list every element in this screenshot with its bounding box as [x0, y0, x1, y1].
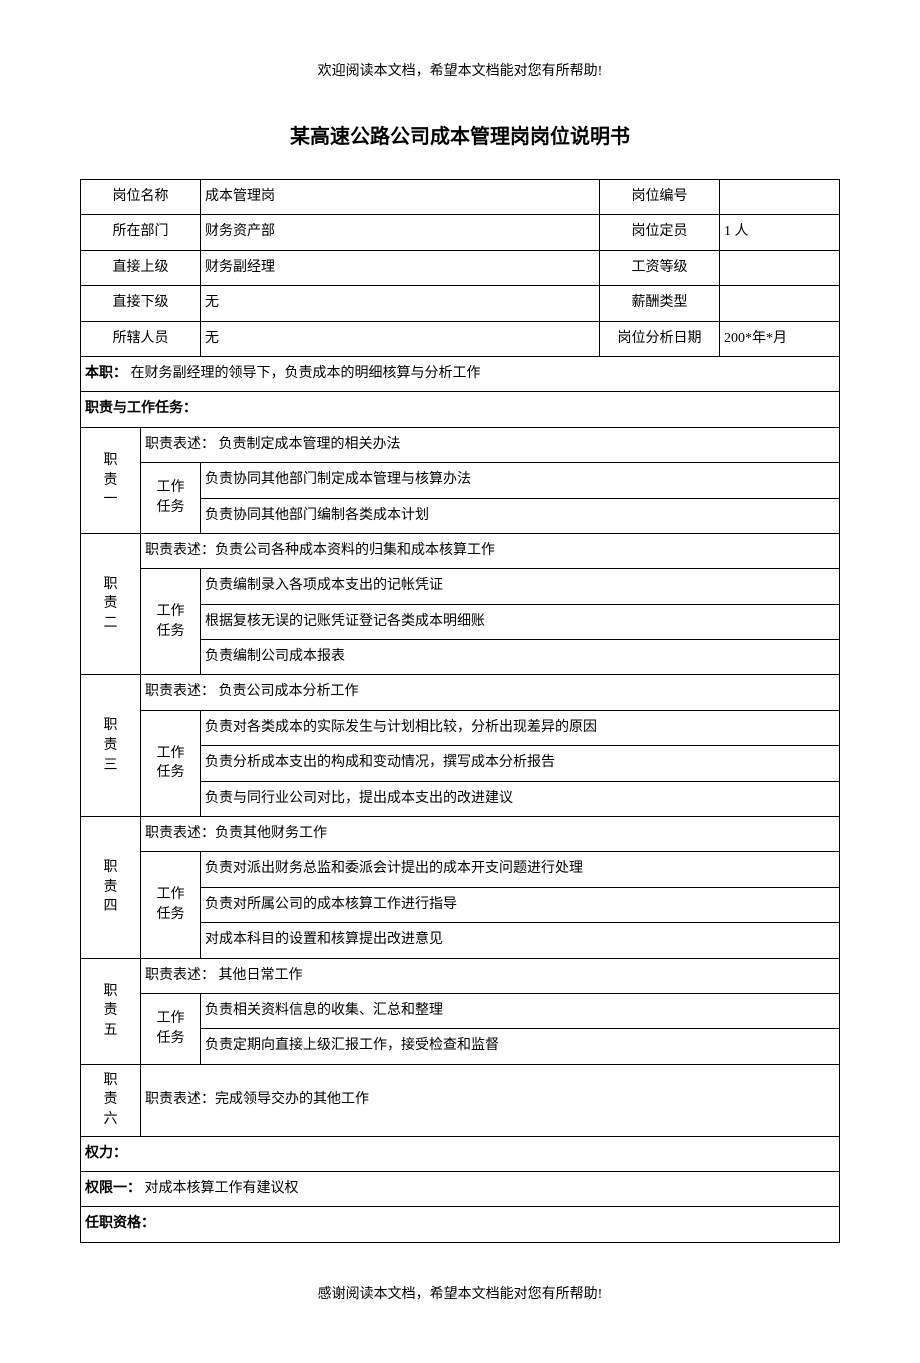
duty-1-task-0: 负责协同其他部门制定成本管理与核算办法 — [201, 463, 840, 498]
duty-4-task-0: 负责对派出财务总监和委派会计提出的成本开支问题进行处理 — [201, 852, 840, 887]
field-staff: 无 — [201, 321, 600, 356]
duty-3-num: 职责三 — [81, 675, 141, 817]
label-post-code: 岗位编号 — [600, 180, 720, 215]
duty-2-task-1: 根据复核无误的记账凭证登记各类成本明细账 — [201, 604, 840, 639]
duty-3-task-1: 负责分析成本支出的构成和变动情况，撰写成本分析报告 — [201, 746, 840, 781]
duty-3-desc-row: 职责表述： 负责公司成本分析工作 — [141, 675, 840, 710]
page-title: 某高速公路公司成本管理岗岗位说明书 — [80, 120, 840, 149]
duty-3-desc: 负责公司成本分析工作 — [219, 684, 359, 699]
label-supervisor: 直接上级 — [81, 250, 201, 285]
duty-4-desc-row: 职责表述：负责其他财务工作 — [141, 817, 840, 852]
duty-4-desc: 负责其他财务工作 — [215, 826, 327, 841]
authority-one-text: 对成本核算工作有建议权 — [145, 1181, 299, 1196]
duty-6-desc: 完成领导交办的其他工作 — [215, 1092, 369, 1107]
section-authority: 权力： — [81, 1136, 840, 1171]
field-subordinate: 无 — [201, 286, 600, 321]
duty-4-task-1: 负责对所属公司的成本核算工作进行指导 — [201, 887, 840, 922]
main-duty-row: 本职： 在财务副经理的领导下，负责成本的明细核算与分析工作 — [81, 356, 840, 391]
duty-4-task-label: 工作任务 — [141, 852, 201, 958]
duty-1-task-1: 负责协同其他部门编制各类成本计划 — [201, 498, 840, 533]
field-department: 财务资产部 — [201, 215, 600, 250]
label-post-name: 岗位名称 — [81, 180, 201, 215]
duty-4-task-2: 对成本科目的设置和核算提出改进意见 — [201, 923, 840, 958]
duty-5-task-label: 工作任务 — [141, 993, 201, 1064]
duty-desc-label: 职责表述： — [145, 437, 215, 452]
field-wage-grade — [720, 250, 840, 285]
duty-5-desc-row: 职责表述： 其他日常工作 — [141, 958, 840, 993]
duty-6-desc-row: 职责表述：完成领导交办的其他工作 — [141, 1064, 840, 1136]
duty-2-desc-row: 职责表述：负责公司各种成本资料的归集和成本核算工作 — [141, 533, 840, 568]
duty-3-task-0: 负责对各类成本的实际发生与计划相比较，分析出现差异的原因 — [201, 710, 840, 745]
duty-2-num: 职责二 — [81, 533, 141, 675]
duty-desc-label: 职责表述： — [145, 684, 215, 699]
field-post-name: 成本管理岗 — [201, 180, 600, 215]
label-headcount: 岗位定员 — [600, 215, 720, 250]
field-analysis-date: 200*年*月 — [720, 321, 840, 356]
job-description-table: 岗位名称 成本管理岗 岗位编号 所在部门 财务资产部 岗位定员 1 人 直接上级… — [80, 179, 840, 1243]
label-wage-grade: 工资等级 — [600, 250, 720, 285]
duty-2-task-0: 负责编制录入各项成本支出的记帐凭证 — [201, 569, 840, 604]
label-analysis-date: 岗位分析日期 — [600, 321, 720, 356]
main-duty-text: 在财务副经理的领导下，负责成本的明细核算与分析工作 — [131, 366, 481, 381]
duty-desc-label: 职责表述： — [145, 1092, 215, 1107]
section-duties: 职责与工作任务： — [81, 392, 840, 427]
duty-1-desc-row: 职责表述： 负责制定成本管理的相关办法 — [141, 427, 840, 462]
label-staff: 所辖人员 — [81, 321, 201, 356]
duty-5-task-1: 负责定期向直接上级汇报工作，接受检查和监督 — [201, 1029, 840, 1064]
duty-1-num: 职责一 — [81, 427, 141, 533]
duty-6-num: 职责六 — [81, 1064, 141, 1136]
duty-5-task-0: 负责相关资料信息的收集、汇总和整理 — [201, 993, 840, 1028]
duty-1-desc: 负责制定成本管理的相关办法 — [219, 437, 401, 452]
label-salary-type: 薪酬类型 — [600, 286, 720, 321]
duty-2-desc: 负责公司各种成本资料的归集和成本核算工作 — [215, 543, 495, 558]
duty-desc-label: 职责表述： — [145, 826, 215, 841]
label-main-duty: 本职： — [85, 366, 127, 381]
duty-2-task-2: 负责编制公司成本报表 — [201, 640, 840, 675]
field-post-code — [720, 180, 840, 215]
duty-2-task-label: 工作任务 — [141, 569, 201, 675]
label-department: 所在部门 — [81, 215, 201, 250]
duty-1-task-label: 工作任务 — [141, 463, 201, 534]
duty-3-task-2: 负责与同行业公司对比，提出成本支出的改进建议 — [201, 781, 840, 816]
section-qualification: 任职资格： — [81, 1207, 840, 1242]
duty-5-desc: 其他日常工作 — [219, 968, 303, 983]
field-headcount: 1 人 — [720, 215, 840, 250]
field-supervisor: 财务副经理 — [201, 250, 600, 285]
duty-5-num: 职责五 — [81, 958, 141, 1064]
duty-desc-label: 职责表述： — [145, 543, 215, 558]
field-salary-type — [720, 286, 840, 321]
duty-4-num: 职责四 — [81, 817, 141, 959]
duty-3-task-label: 工作任务 — [141, 710, 201, 816]
header-note: 欢迎阅读本文档，希望本文档能对您有所帮助! — [80, 60, 840, 80]
authority-one-row: 权限一： 对成本核算工作有建议权 — [81, 1171, 840, 1206]
duty-desc-label: 职责表述： — [145, 968, 215, 983]
footer-note: 感谢阅读本文档，希望本文档能对您有所帮助! — [80, 1283, 840, 1303]
label-authority-one: 权限一： — [85, 1181, 141, 1196]
label-subordinate: 直接下级 — [81, 286, 201, 321]
